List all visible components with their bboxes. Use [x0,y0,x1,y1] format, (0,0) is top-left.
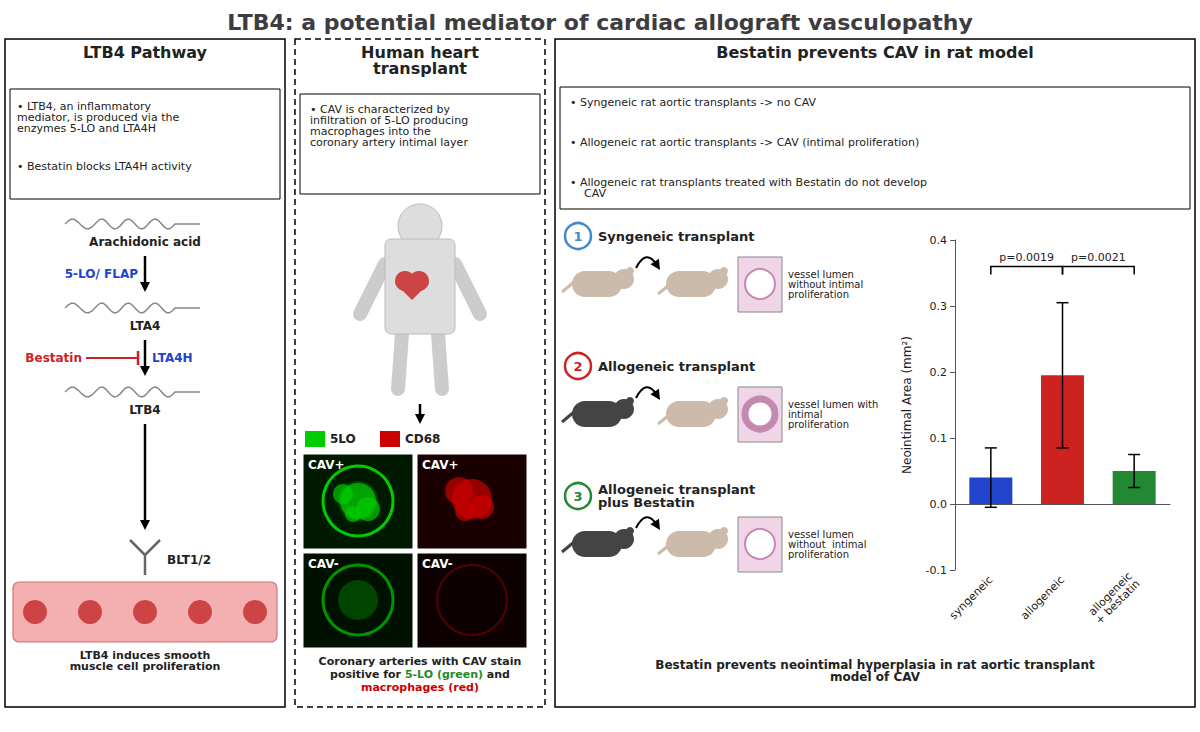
svg-text:CAV+: CAV+ [308,458,345,472]
svg-text:enzymes 5-LO and LTA4H: enzymes 5-LO and LTA4H [17,122,156,135]
svg-text:• Allogeneic rat aortic transp: • Allogeneic rat aortic transplants -> C… [570,136,919,149]
svg-text:transplant: transplant [373,59,467,78]
svg-text:CAV-: CAV- [422,557,453,571]
svg-text:CAV: CAV [570,187,606,200]
svg-text:5-LO (green): 5-LO (green) [405,668,483,681]
svg-text:• Bestatin blocks LTA4H activi: • Bestatin blocks LTA4H activity [17,160,192,173]
svg-text:Bestatin: Bestatin [25,351,82,365]
svg-text:macrophages into the: macrophages into the [310,125,431,138]
svg-text:Arachidonic acid: Arachidonic acid [89,235,201,249]
svg-text:LTB4 Pathway: LTB4 Pathway [83,43,208,62]
svg-text:LTB4 induces smooth: LTB4 induces smooth [79,649,211,662]
svg-text:allogeneic: allogeneic [1018,573,1067,622]
svg-text:LTA4: LTA4 [130,319,161,333]
svg-text:plus Bestatin: plus Bestatin [598,495,695,510]
svg-text:Bestatin prevents CAV in rat m: Bestatin prevents CAV in rat model [716,43,1034,62]
svg-text:• Allogeneic rat transplants t: • Allogeneic rat transplants treated wit… [570,176,927,189]
svg-text:BLT1/2: BLT1/2 [167,553,211,567]
svg-text:vessel lumen: vessel lumen [788,528,854,540]
svg-text:LTB4: a potential mediator of: LTB4: a potential mediator of cardiac al… [227,10,973,35]
svg-text:+ bestatin: + bestatin [1093,577,1143,627]
svg-text:muscle cell proliferation: muscle cell proliferation [70,660,221,673]
svg-text:• CAV is characterized by: • CAV is characterized by [310,103,450,116]
svg-text:positive for: positive for [330,668,405,681]
svg-text:intimal: intimal [788,408,823,420]
svg-text:Bestatin prevents neointimal h: Bestatin prevents neointimal hyperplasia… [655,658,1095,672]
svg-text:1: 1 [573,229,582,244]
svg-text:Human heart: Human heart [361,42,479,62]
svg-text:mediator, is produced via the: mediator, is produced via the [17,111,180,124]
svg-text:0.3: 0.3 [930,300,948,313]
svg-text:0.2: 0.2 [930,366,948,379]
svg-text:Allogeneic transplant: Allogeneic transplant [598,359,755,374]
svg-text:proliferation: proliferation [788,289,849,300]
svg-text:Allogeneic transplant: Allogeneic transplant [598,482,756,497]
svg-text:CAV-: CAV- [308,557,339,571]
svg-text:proliferation: proliferation [788,419,849,430]
svg-text:0.1: 0.1 [930,432,948,445]
svg-text:2: 2 [573,359,582,374]
svg-text:Coronary arteries with CAV sta: Coronary arteries with CAV stain [319,655,522,668]
svg-text:• Syngeneic rat aortic transpl: • Syngeneic rat aortic transplants -> no… [570,96,816,109]
svg-text:without intimal: without intimal [788,278,864,290]
svg-text:proliferation: proliferation [788,549,849,560]
svg-text:syngeneic: syngeneic [947,573,996,622]
svg-text:model of CAV: model of CAV [830,670,921,684]
svg-text:p=0.0021: p=0.0021 [1071,251,1126,264]
svg-text:infiltration of 5-LO producing: infiltration of 5-LO producing [310,114,469,127]
svg-text:LTB4: LTB4 [129,403,160,417]
svg-text:5LO: 5LO [330,432,356,446]
svg-text:• LTB4, an inflammatory: • LTB4, an inflammatory [17,100,151,113]
svg-text:p=0.0019: p=0.0019 [999,251,1054,264]
svg-text:5-LO/ FLAP: 5-LO/ FLAP [65,267,138,281]
svg-text:CAV+: CAV+ [422,458,459,472]
svg-text:0.4: 0.4 [930,234,948,247]
svg-text:vessel lumen: vessel lumen [788,268,854,280]
svg-text:allogeneic: allogeneic [1086,569,1135,619]
svg-text:3: 3 [573,489,582,504]
svg-text:Neointimal Area (mm²): Neointimal Area (mm²) [900,336,914,474]
svg-text:0.0: 0.0 [930,498,948,511]
svg-text:and: and [483,668,510,681]
svg-text:coronary artery intimal layer: coronary artery intimal layer [310,136,468,149]
svg-text:CD68: CD68 [405,432,440,446]
svg-text:Syngeneic transplant: Syngeneic transplant [598,229,754,244]
svg-text:without intimal: without intimal [788,538,867,550]
svg-text:-0.1: -0.1 [926,564,947,577]
svg-text:macrophages (red): macrophages (red) [361,681,479,694]
svg-text:LTA4H: LTA4H [152,351,193,365]
svg-text:vessel lumen with: vessel lumen with [788,398,879,410]
